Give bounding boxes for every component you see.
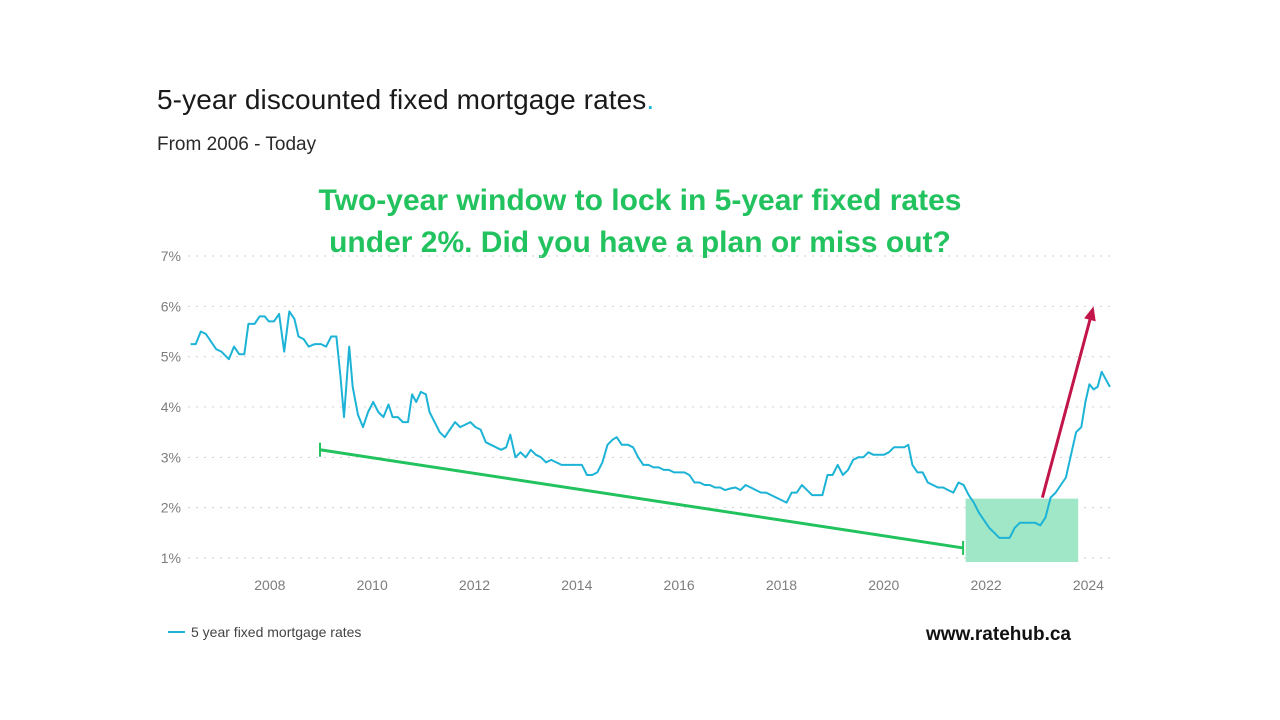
x-tick-label: 2014 xyxy=(561,577,592,593)
chart-title: 5-year discounted fixed mortgage rates. xyxy=(157,84,655,115)
callout-line-1: Two-year window to lock in 5-year fixed … xyxy=(318,184,962,217)
x-axis-ticks: 2008 2010 2012 2014 2016 2018 2020 2022 2024 xyxy=(254,577,1104,593)
legend: 5 year fixed mortgage rates xyxy=(168,624,361,640)
sub-2-percent-window-highlight xyxy=(965,498,1079,563)
trend-line xyxy=(319,448,964,550)
x-tick-label: 2024 xyxy=(1073,577,1104,593)
y-tick-label: 3% xyxy=(161,449,181,465)
x-tick-label: 2020 xyxy=(868,577,899,593)
y-axis-ticks: 1% 2% 3% 4% 5% 6% 7% xyxy=(161,248,181,566)
source-url: www.ratehub.ca xyxy=(926,624,1071,645)
x-tick-label: 2018 xyxy=(766,577,797,593)
series-line-5-year-fixed xyxy=(190,310,1111,539)
legend-label: 5 year fixed mortgage rates xyxy=(191,624,362,640)
x-tick-label: 2012 xyxy=(459,577,490,593)
title-accent-dot: . xyxy=(646,84,655,115)
y-tick-label: 4% xyxy=(161,399,181,415)
legend-swatch xyxy=(168,631,185,633)
callout-line-2: under 2%. Did you have a plan or miss ou… xyxy=(329,226,951,259)
chart-subtitle: From 2006 - Today xyxy=(157,134,317,155)
trend-line-annotation xyxy=(318,442,965,555)
y-tick-label: 2% xyxy=(161,500,181,516)
x-tick-label: 2016 xyxy=(664,577,695,593)
callout-text: Two-year window to lock in 5-year fixed … xyxy=(240,180,1040,264)
arrow-shaft xyxy=(1040,315,1093,498)
rising-rate-arrow xyxy=(1040,306,1096,498)
x-tick-label: 2022 xyxy=(971,577,1002,593)
y-tick-label: 1% xyxy=(161,550,181,566)
arrow-head xyxy=(1084,306,1096,322)
x-tick-label: 2010 xyxy=(357,577,388,593)
y-tick-label: 5% xyxy=(161,349,181,365)
y-tick-label: 6% xyxy=(161,298,181,314)
y-tick-label: 7% xyxy=(161,248,181,264)
x-tick-label: 2008 xyxy=(254,577,285,593)
